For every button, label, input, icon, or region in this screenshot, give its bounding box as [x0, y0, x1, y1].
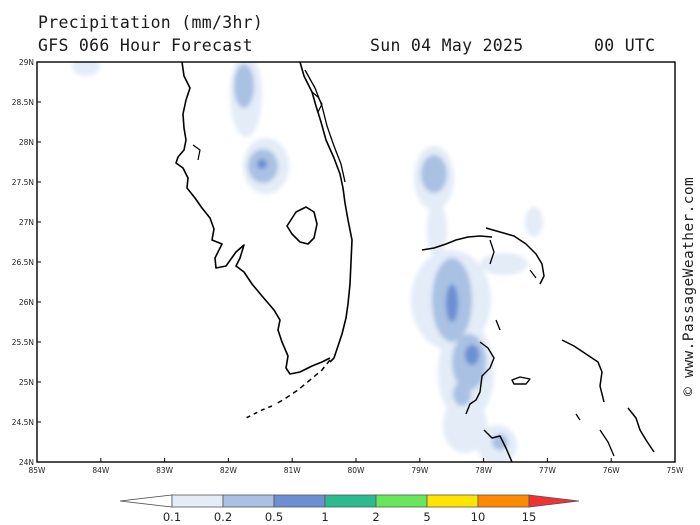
- colorbar-label: 10: [470, 510, 486, 524]
- colorbar-bin: [171, 494, 224, 508]
- latitude-ticks: 29N 28.5N 28N 27.5N 27N 26.5N 26N 25.5N 25N 24.5N…: [12, 58, 41, 467]
- lat-tick-label: 24N: [19, 458, 34, 467]
- lon-tick-label: 83W: [156, 466, 174, 475]
- lon-tick-label: 85W: [29, 466, 47, 475]
- lon-tick-label: 78W: [475, 466, 493, 475]
- lat-tick-label: 24.5N: [12, 418, 34, 427]
- lon-tick-label: 79W: [411, 466, 429, 475]
- colorbar-label: 0.2: [213, 510, 233, 524]
- colorbar-bin: [477, 494, 530, 508]
- precip-layer: [72, 62, 543, 462]
- colorbar: [119, 494, 580, 508]
- colorbar-bin: [375, 494, 428, 508]
- colorbar-bin: [324, 494, 377, 508]
- colorbar-label: 5: [423, 510, 431, 524]
- lat-tick-label: 25.5N: [12, 338, 34, 347]
- lat-tick-label: 27.5N: [12, 178, 34, 187]
- lon-tick-label: 75W: [667, 466, 685, 475]
- colorbar-label: 2: [372, 510, 380, 524]
- forecast-label: GFS 066 Hour Forecast: [38, 36, 253, 55]
- chart-title: Precipitation (mm/3hr): [38, 13, 264, 32]
- lon-tick-label: 84W: [92, 466, 110, 475]
- lat-tick-label: 28.5N: [12, 98, 34, 107]
- colorbar-label: 1: [321, 510, 329, 524]
- forecast-time: 00 UTC: [594, 36, 656, 55]
- lon-tick-label: 82W: [220, 466, 238, 475]
- credit-text: © www.PassageWeather.com: [681, 176, 697, 396]
- colorbar-bin: [426, 494, 479, 508]
- lon-tick-label: 80W: [348, 466, 366, 475]
- forecast-date: Sun 04 May 2025: [370, 36, 524, 55]
- lon-tick-label: 76W: [603, 466, 621, 475]
- lat-tick-label: 26N: [19, 298, 34, 307]
- lon-tick-label: 81W: [284, 466, 302, 475]
- coastline: [175, 62, 655, 462]
- lat-tick-label: 27N: [19, 218, 34, 227]
- map-frame: [36, 61, 676, 463]
- colorbar-bin: [222, 494, 275, 508]
- lon-tick-label: 77W: [539, 466, 557, 475]
- lat-tick-label: 29N: [19, 58, 34, 67]
- colorbar-min-arrow: [119, 494, 173, 508]
- colorbar-label: 15: [521, 510, 537, 524]
- colorbar-bin: [273, 494, 326, 508]
- colorbar-label: 0.5: [264, 510, 284, 524]
- lat-tick-label: 25N: [19, 378, 34, 387]
- colorbar-label: 0.1: [162, 510, 182, 524]
- colorbar-max-arrow: [528, 494, 580, 508]
- lat-tick-label: 26.5N: [12, 258, 34, 267]
- longitude-ticks: 85W 84W 83W 82W 81W 80W 79W 78W 77W 76W 75W: [29, 458, 685, 475]
- lat-tick-label: 28N: [19, 138, 34, 147]
